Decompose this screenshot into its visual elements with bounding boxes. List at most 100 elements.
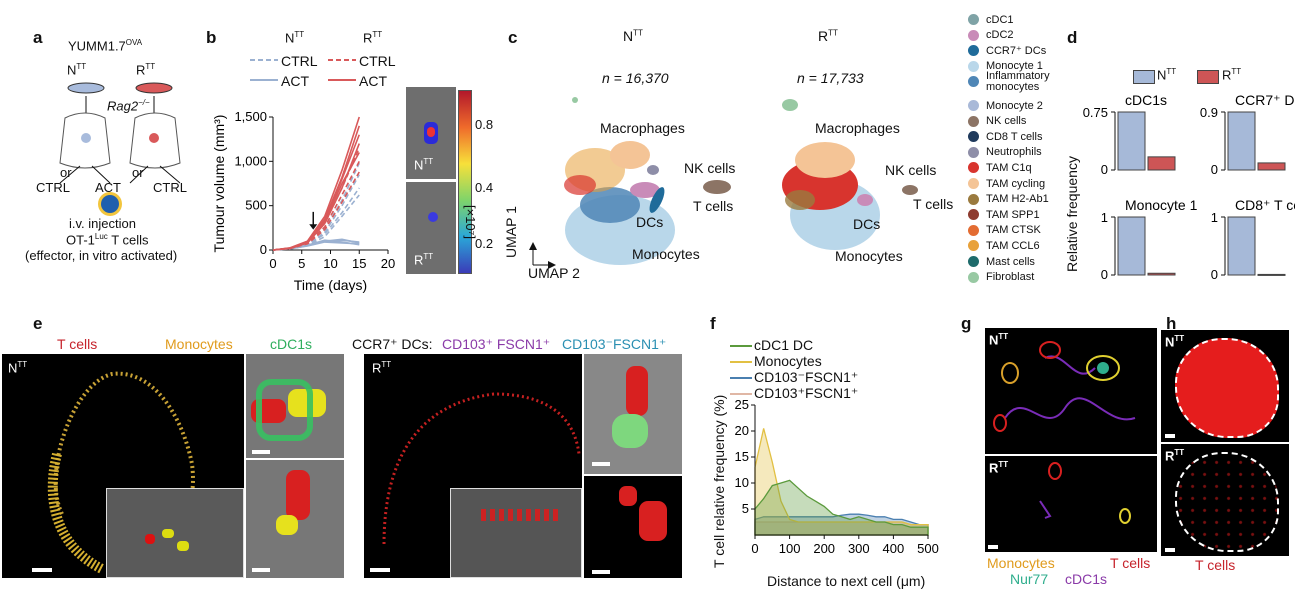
nt-nk-cluster bbox=[703, 180, 731, 194]
legend-line-icon bbox=[730, 361, 752, 363]
y-tick-label: 0 bbox=[260, 242, 267, 257]
legend-label: Inflammatory monocytes bbox=[986, 69, 1050, 93]
legend-rt-text: RTT bbox=[1222, 67, 1241, 82]
subchart-title: Monocyte 1 bbox=[1125, 197, 1198, 213]
legend-item: cDC2 bbox=[968, 28, 1014, 43]
contact-image-nt: NTT bbox=[985, 328, 1157, 454]
legend-item: TAM CTSK bbox=[968, 223, 1041, 238]
cell-line-title: YUMM1.7OVA bbox=[68, 38, 142, 53]
x-tick-label: 400 bbox=[883, 541, 905, 556]
y-tick-label: 10 bbox=[735, 475, 749, 490]
rt-nk-label: NK cells bbox=[885, 162, 937, 178]
nt-monocytes-label: Monocytes bbox=[632, 246, 700, 262]
rt-cdc2-cluster bbox=[857, 194, 873, 206]
legend-ccr7: CCR7⁺ DCs: bbox=[352, 336, 433, 352]
legend-label: Neutrophils bbox=[986, 146, 1042, 159]
legend-rt-act: ACT bbox=[359, 73, 387, 89]
series-line bbox=[272, 162, 360, 251]
subchart-title: cDC1s bbox=[1125, 92, 1167, 108]
legend-item: TAM H2-Ab1 bbox=[968, 192, 1049, 207]
nt-letter: N bbox=[989, 332, 999, 348]
legend-swatch-icon bbox=[968, 256, 979, 267]
bar-rt bbox=[1147, 272, 1176, 276]
nt-sup: TT bbox=[1166, 67, 1177, 76]
legend-label: TAM CTSK bbox=[986, 224, 1041, 237]
nt-dish-icon bbox=[67, 82, 105, 94]
y-tick-label: 0 bbox=[1101, 162, 1108, 177]
legend-label: Fibroblast bbox=[986, 271, 1035, 284]
injection-line-3: (effector, in vitro activated) bbox=[25, 248, 178, 263]
y-tick-label: 1,500 bbox=[234, 109, 267, 124]
zoom-inset-rt bbox=[450, 488, 582, 578]
image-label-rt: RTT bbox=[989, 460, 1008, 475]
legend-swatch-icon bbox=[968, 100, 979, 111]
nur77-signal bbox=[1097, 362, 1109, 374]
legend-item: Monocyte 2 bbox=[968, 98, 1043, 113]
legend-nt-ctrl: CTRL bbox=[281, 53, 318, 69]
tissue-zoom-nt-1 bbox=[246, 354, 344, 458]
bar-nt bbox=[1117, 216, 1146, 276]
rt-fibroblast bbox=[782, 99, 798, 111]
scale-bar bbox=[1165, 434, 1175, 438]
nt-letter: N bbox=[414, 157, 424, 173]
rt-letter: R bbox=[1165, 448, 1175, 464]
mouse-strain-sup: −/− bbox=[138, 98, 150, 107]
tcell-blob bbox=[619, 486, 637, 506]
rt-tumour-dot bbox=[149, 133, 159, 143]
monocyte-outline bbox=[1119, 508, 1131, 524]
colorbar-tick-0: 0.8 bbox=[475, 117, 494, 132]
panel-f-xlabel: Distance to next cell (μm) bbox=[767, 573, 926, 589]
contact-image-rt: RTT bbox=[985, 456, 1157, 552]
x-tick-label: 100 bbox=[779, 541, 801, 556]
x-axis-label: Time (days) bbox=[294, 277, 367, 293]
bar-rt bbox=[1257, 162, 1286, 171]
x-tick-label: 200 bbox=[813, 541, 835, 556]
rt-sup: TT bbox=[1231, 67, 1242, 76]
nt-dcs-label: DCs bbox=[636, 214, 664, 230]
legend-swatch-icon bbox=[968, 146, 979, 158]
tissue-image-nt: NTT bbox=[2, 354, 244, 578]
colorbar bbox=[458, 90, 472, 274]
tcell-outline bbox=[1048, 462, 1062, 480]
legend-item: TAM CCL6 bbox=[968, 238, 1040, 253]
tcell-blob bbox=[145, 534, 155, 544]
tissue-zoom-nt-2 bbox=[246, 460, 344, 578]
legend-cdc1s: cDC1s bbox=[270, 336, 313, 352]
bar-nt bbox=[1227, 111, 1256, 171]
monocyte-blob bbox=[162, 529, 174, 538]
mouse-schematic bbox=[59, 82, 181, 184]
scale-bar bbox=[988, 545, 998, 549]
bioluminescence-image-rt: RTT bbox=[406, 182, 456, 274]
umap-rt-title: RTT bbox=[818, 28, 838, 44]
umap-nt-count: n = 16,370 bbox=[602, 70, 669, 86]
legend-nt-swatch bbox=[1133, 70, 1155, 84]
umap-nt-title: NTT bbox=[623, 28, 643, 44]
umap-plots bbox=[529, 97, 918, 269]
tumour-tcell-area bbox=[1175, 452, 1279, 552]
tissue-image-rt: RTT bbox=[364, 354, 582, 578]
legend-fscn-neg: CD103⁻FSCN1⁺ bbox=[562, 336, 667, 352]
x-tick-label: 0 bbox=[751, 541, 758, 556]
series-area bbox=[754, 513, 929, 536]
rt-letter: R bbox=[414, 252, 424, 268]
umap1-label: UMAP 1 bbox=[503, 206, 519, 258]
legend-swatch-icon bbox=[968, 209, 979, 221]
rt-sup: TT bbox=[828, 28, 838, 38]
monocyte-blob bbox=[177, 541, 189, 551]
cdc1-blob bbox=[612, 414, 648, 448]
y-tick-label: 15 bbox=[735, 449, 749, 464]
or-left: or bbox=[60, 165, 72, 180]
legend-swatch-icon bbox=[968, 115, 979, 127]
legend-item: TAM cycling bbox=[968, 176, 1045, 191]
y-tick-label: 1 bbox=[1211, 210, 1218, 225]
cell-line-name: YUMM1.7 bbox=[68, 38, 126, 54]
nt-sup: TT bbox=[423, 157, 434, 166]
series-line bbox=[272, 171, 360, 251]
legend-swatch-icon bbox=[968, 271, 979, 283]
injection-sup: Luc bbox=[94, 232, 108, 241]
panel-h-label: h bbox=[1166, 314, 1177, 333]
relative-frequency-bars: cDC1s 0.75 0 CCR7⁺ DCs 0.9 0 Monocyte 1 1 0 CD8⁺ … bbox=[1083, 92, 1295, 282]
tcell-injection-icon bbox=[101, 195, 119, 213]
tumour-tcell-area bbox=[1175, 338, 1279, 438]
image-label-nt: NTT bbox=[8, 360, 27, 375]
